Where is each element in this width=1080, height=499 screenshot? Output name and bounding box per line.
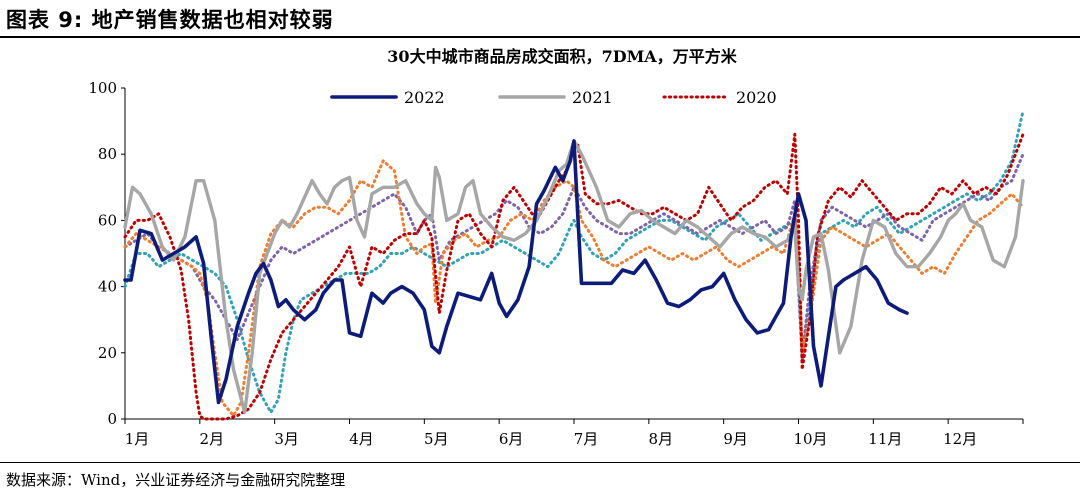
series-line-2018 (123, 152, 1025, 361)
y-tick-label: 60 (98, 211, 117, 229)
x-tick-label: 10月 (793, 430, 827, 448)
y-tick-label: 80 (98, 145, 117, 163)
x-tick-label: 9月 (723, 430, 748, 448)
plot-area: 0 20 40 60 80 100 1月 2月 3月 4月 5月 6月 7月 8月 9月 10月 11月 12月 (88, 79, 1025, 448)
x-tick-label: 11月 (868, 430, 902, 448)
y-tick-label: 0 (107, 410, 117, 428)
x-tick-label: 6月 (499, 430, 524, 448)
legend-label-2022: 2022 (404, 88, 445, 107)
figure-title: 图表 9: 地产销售数据也相对较弱 (6, 8, 334, 32)
legend-label-2020: 2020 (736, 88, 777, 107)
x-tick-label: 4月 (349, 430, 374, 448)
x-tick-label: 5月 (424, 430, 449, 448)
top-rule (0, 36, 1080, 38)
x-tick-label: 12月 (943, 430, 977, 448)
figure-source: 数据来源：Wind，兴业证券经济与金融研究院整理 (6, 471, 346, 489)
line-chart: 30大中城市商品房成交面积，7DMA，万平方米 2022 2021 2020 0 20… (88, 47, 1025, 448)
figure-header: 图表 9: 地产销售数据也相对较弱 (0, 0, 1080, 38)
series-line-2017 (123, 109, 1025, 414)
legend: 2022 2021 2020 (330, 88, 777, 107)
series-line-2022 (123, 139, 909, 405)
y-tick-label: 20 (98, 344, 117, 362)
x-tick-label: 7月 (574, 430, 599, 448)
chart-title: 30大中城市商品房成交面积，7DMA，万平方米 (387, 47, 737, 66)
x-tick-label: 2月 (200, 430, 225, 448)
series-line-2021 (123, 139, 1025, 415)
legend-label-2021: 2021 (572, 88, 613, 107)
x-tick-label: 1月 (125, 430, 150, 448)
bottom-rule (0, 462, 1080, 463)
y-tick-label: 100 (88, 79, 117, 97)
x-tick-label: 3月 (274, 430, 299, 448)
series-line-2019 (123, 159, 1025, 418)
y-tick-label: 40 (98, 278, 117, 296)
x-tick-label: 8月 (649, 430, 674, 448)
